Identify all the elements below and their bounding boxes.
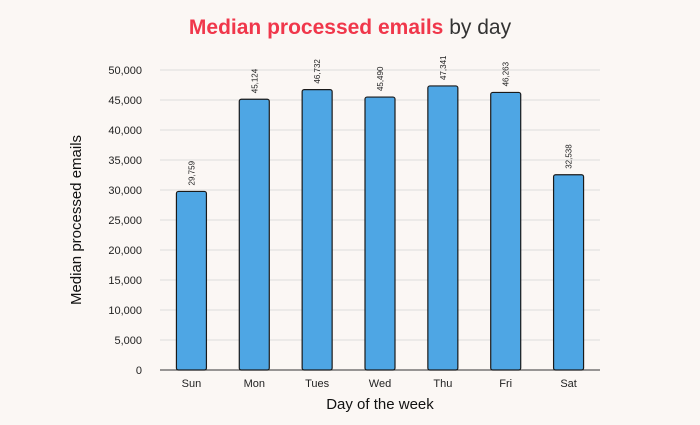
y-tick-label: 25,000 <box>108 215 142 227</box>
chart-title-rest: by day <box>443 16 512 39</box>
bar-data-label: 32,538 <box>565 144 574 169</box>
x-tick-label: Mon <box>244 378 265 390</box>
x-tick-label: Wed <box>369 378 391 390</box>
bar <box>427 85 459 371</box>
bar <box>364 96 396 371</box>
bar <box>238 98 270 371</box>
chart-title-highlight: Median processed emails <box>188 16 444 39</box>
y-tick-label: 45,000 <box>108 95 142 107</box>
y-tick-label: 50,000 <box>108 65 142 77</box>
bar-data-label: 46,732 <box>313 59 322 84</box>
y-tick-label: 0 <box>136 365 142 377</box>
y-tick-label: 20,000 <box>108 245 142 257</box>
y-axis-label: Median processed emails <box>68 135 85 305</box>
bar <box>301 89 333 371</box>
bar <box>490 91 522 371</box>
bar-data-label: 47,341 <box>439 55 448 80</box>
x-tick-label: Fri <box>499 378 512 390</box>
chart-title: Median processed emails by day <box>0 14 700 42</box>
x-tick-label: Sun <box>182 378 202 390</box>
x-tick-label: Sat <box>560 378 577 390</box>
y-tick-label: 30,000 <box>108 185 142 197</box>
bar <box>175 190 208 371</box>
bar-data-label: 45,124 <box>250 68 259 93</box>
bar <box>552 174 585 371</box>
bar-data-label: 45,490 <box>376 66 385 91</box>
y-tick-label: 5,000 <box>114 335 142 347</box>
bar-data-label: 46,263 <box>502 61 511 86</box>
x-tick-label: Thu <box>433 378 452 390</box>
y-tick-label: 10,000 <box>108 305 142 317</box>
y-tick-label: 40,000 <box>108 125 142 137</box>
bar-data-label: 29,759 <box>187 160 196 185</box>
y-tick-label: 35,000 <box>108 155 142 167</box>
x-axis-label: Day of the week <box>326 396 434 413</box>
y-tick-label: 15,000 <box>108 275 142 287</box>
x-tick-label: Tues <box>305 378 330 390</box>
